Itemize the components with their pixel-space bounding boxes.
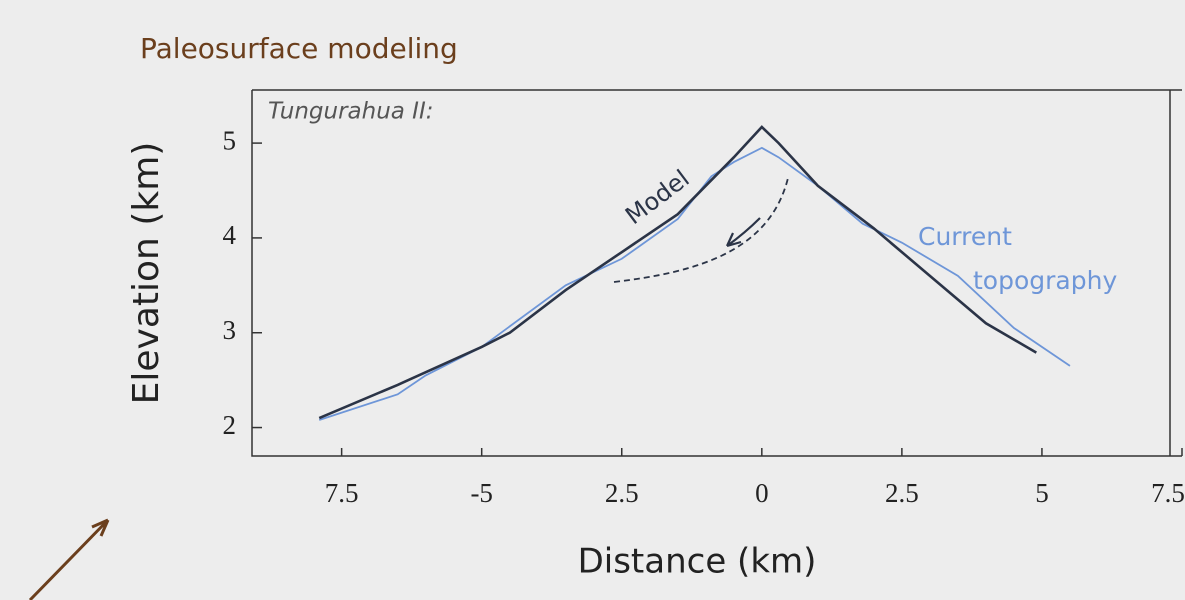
y-axis-label: Elevation (km): [126, 142, 167, 405]
flow-path: [613, 177, 789, 283]
plot-frame: [251, 89, 1182, 457]
annotation: topography: [973, 266, 1117, 295]
chart-title: Paleosurface modeling: [140, 32, 458, 65]
flow-arrow: [726, 217, 761, 248]
pointer-arrow: [28, 518, 110, 600]
x-tick-label: 2.5: [885, 478, 919, 508]
y-tick-label: 5: [223, 125, 237, 155]
x-axis-label: Distance (km): [578, 542, 817, 582]
x-tick-label: 7.5: [1151, 478, 1185, 508]
y-tick-label: 3: [223, 315, 237, 345]
x-tick-label: 5: [1035, 478, 1049, 508]
x-tick-label: 7.5: [325, 478, 359, 508]
series-line: [318, 125, 1037, 420]
y-tick-label: 2: [223, 410, 237, 440]
x-tick-label: -5: [470, 478, 493, 508]
x-tick-label: 2.5: [605, 478, 639, 508]
subtitle: Tungurahua II:: [268, 99, 434, 125]
y-tick-label: 4: [223, 220, 237, 250]
x-tick-label: 0: [755, 478, 769, 508]
annotation: Current: [918, 222, 1012, 251]
